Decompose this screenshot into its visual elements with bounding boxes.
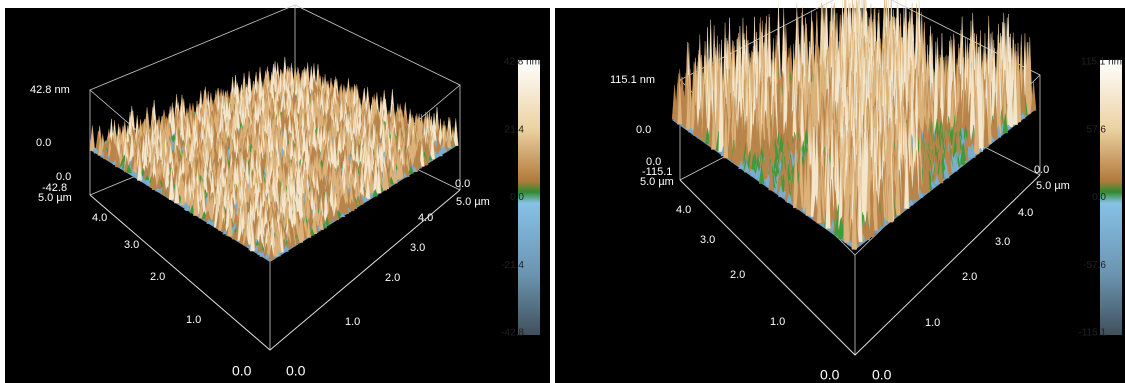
axis-label: 0.0: [232, 363, 252, 379]
axis-label: 5.0 µm: [456, 196, 490, 208]
axis-label: 2.0: [385, 272, 400, 284]
axis-label: 1.0: [186, 314, 201, 326]
axis-label: 2.0: [150, 271, 165, 283]
axis-label: 0.0: [286, 363, 306, 379]
axis-label: 4.0: [92, 212, 107, 224]
axis-label: 0.0: [36, 137, 51, 149]
colorbar-label: -42.8: [501, 328, 524, 339]
axis-label: 3.0: [124, 239, 139, 251]
axis-label: 0.0: [455, 178, 470, 190]
colorbar-label: 42.8 nm: [504, 57, 540, 68]
colorbar-label: -21.4: [501, 260, 524, 271]
colorbar-label: 0.0: [510, 192, 524, 203]
axis-label: 42.8 nm: [30, 84, 70, 96]
axis-label: 1.0: [345, 316, 360, 328]
axis-label: 5.0 µm: [38, 192, 72, 204]
axis-label: 3.0: [410, 242, 425, 254]
axis-label: 4.0: [418, 212, 433, 224]
colorbar-label: 21.4: [505, 124, 525, 135]
